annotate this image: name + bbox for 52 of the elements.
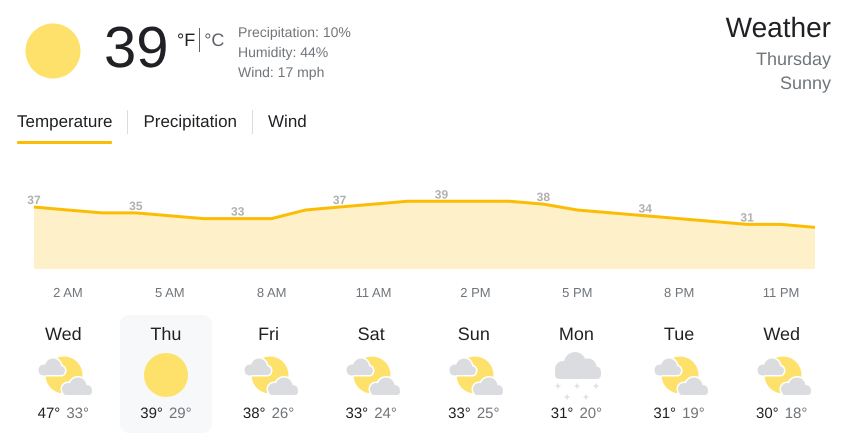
data-label: 37	[332, 193, 347, 208]
text: Weather	[726, 12, 831, 43]
x-tick-label: 11 PM	[762, 285, 800, 300]
category-label: Fri	[257, 324, 280, 344]
category-label: Wed	[762, 324, 802, 344]
x-tick-label: 11 AM	[356, 285, 392, 300]
data-label: 31	[740, 210, 754, 224]
x-tick-label: 2 AM	[53, 285, 83, 300]
text: 33°	[346, 405, 368, 422]
category-label: Sun	[456, 324, 491, 344]
text: Precipitation	[143, 112, 237, 132]
text: Precipitation: 10%	[238, 23, 351, 42]
text: °F	[177, 30, 196, 50]
text: 30°	[756, 405, 779, 422]
category-label: Sat	[356, 324, 386, 344]
text: 24°	[374, 405, 397, 422]
x-tick-label: 8 PM	[664, 285, 694, 300]
text: Temperature	[17, 112, 112, 132]
data-label: 37	[27, 193, 41, 208]
category-label: Tue	[662, 324, 696, 344]
text: 39°	[140, 405, 163, 422]
category-label: Wed	[44, 324, 83, 344]
text: 29°	[168, 405, 192, 422]
text: Thursday	[756, 48, 831, 71]
text: 20°	[579, 405, 602, 422]
text: 38°	[242, 405, 266, 422]
text: Sunny	[778, 72, 831, 95]
text: 33°	[66, 405, 89, 422]
x-tick-label: 8 AM	[256, 285, 287, 300]
text: 18°	[784, 405, 808, 422]
text: 26°	[272, 405, 294, 422]
text: 31°	[653, 405, 676, 422]
category-label: Mon	[558, 324, 595, 344]
x-tick-label: 2 PM	[460, 285, 491, 300]
x-tick-label: 5 PM	[562, 285, 592, 300]
x-tick-label: 5 AM	[154, 285, 185, 300]
data-label: 33	[231, 204, 245, 219]
text: 19°	[682, 405, 705, 422]
data-label: 39	[434, 187, 448, 202]
data-label: 35	[129, 198, 143, 213]
text: 31°	[550, 405, 574, 422]
text: 47°	[38, 405, 60, 422]
category-label: Thu	[149, 324, 182, 344]
text: Wind: 17 mph	[238, 63, 326, 82]
data-label: 38	[536, 190, 550, 204]
text: °C	[204, 30, 224, 50]
text: Humidity: 44%	[238, 43, 330, 62]
text: Wind	[268, 112, 307, 132]
text: 33°	[448, 405, 471, 422]
data-label: 34	[638, 202, 652, 216]
text: 25°	[476, 405, 500, 422]
text: 39	[104, 15, 169, 80]
